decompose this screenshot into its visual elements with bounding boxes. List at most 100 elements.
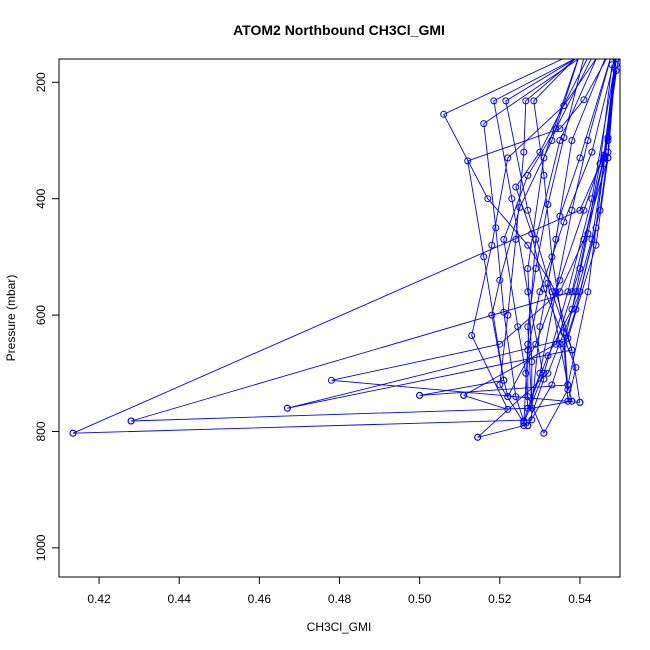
- y-axis-label: Pressure (mbar): [4, 275, 18, 362]
- data-point: [490, 97, 498, 105]
- data-point: [597, 39, 603, 45]
- y-tick-label: 1000: [34, 534, 48, 561]
- data-point: [584, 230, 592, 238]
- series-line-10: [331, 59, 617, 403]
- data-point: [514, 323, 522, 331]
- data-point: [548, 381, 556, 389]
- data-point: [609, 50, 615, 56]
- data-point: [601, 39, 607, 45]
- data-point: [560, 340, 568, 348]
- series-line-26: [547, 59, 611, 402]
- series-line-27: [515, 59, 588, 402]
- data-point: [601, 39, 607, 45]
- data-point: [464, 157, 472, 165]
- data-point: [564, 288, 572, 296]
- data-point: [544, 352, 552, 360]
- data-point: [524, 265, 532, 272]
- y-tick-label: 800: [34, 421, 48, 441]
- data-point: [581, 39, 587, 45]
- data-point: [500, 235, 508, 243]
- data-point: [568, 397, 576, 405]
- data-point: [528, 404, 536, 412]
- data-point: [597, 39, 603, 45]
- plot-area: [69, 39, 623, 441]
- data-point: [520, 148, 528, 156]
- data-point: [524, 288, 532, 296]
- data-point: [605, 39, 611, 45]
- series-line-9: [443, 59, 581, 403]
- data-point: [544, 279, 552, 287]
- data-point: [512, 393, 520, 401]
- series-line-23: [491, 59, 579, 397]
- data-point: [581, 39, 587, 45]
- data-point: [528, 230, 536, 238]
- data-point: [127, 417, 135, 425]
- data-point: [544, 369, 552, 377]
- data-point: [552, 288, 560, 296]
- data-point: [530, 97, 538, 105]
- data-point: [604, 134, 612, 142]
- data-point: [283, 404, 291, 412]
- data-point: [588, 195, 596, 203]
- data-point: [522, 369, 530, 377]
- series-line-16: [523, 59, 611, 422]
- data-point: [496, 276, 504, 284]
- data-point: [613, 39, 619, 45]
- series-line-13: [463, 59, 597, 411]
- data-point: [592, 241, 600, 249]
- x-axis: 0.42 0.44 0.46 0.48 0.50 0.52 0.54: [87, 576, 592, 606]
- data-point: [524, 171, 532, 179]
- series-line-15: [483, 59, 580, 422]
- data-point: [556, 340, 564, 348]
- data-point: [540, 429, 548, 437]
- series-line-30: [527, 70, 617, 409]
- x-tick-label: 0.52: [488, 592, 512, 606]
- data-point: [508, 195, 516, 203]
- x-axis-label: CH3Cl_GMI: [307, 620, 372, 634]
- data-point: [328, 376, 335, 384]
- series-line-25: [527, 59, 584, 409]
- data-point: [540, 154, 548, 162]
- data-point: [556, 125, 564, 133]
- x-tick-label: 0.54: [568, 592, 592, 606]
- data-point: [589, 39, 595, 45]
- data-point: [613, 44, 619, 50]
- data-point: [588, 148, 596, 156]
- data-point: [460, 391, 468, 399]
- series-line-19: [499, 59, 577, 424]
- data-point: [540, 285, 548, 293]
- data-point: [492, 224, 500, 232]
- x-tick-label: 0.48: [328, 592, 352, 606]
- chart-title: ATOM2 Northbound CH3Cl_GMI: [233, 22, 445, 38]
- x-tick-label: 0.50: [408, 592, 432, 606]
- data-point: [576, 206, 584, 214]
- series-line-4: [72, 59, 616, 434]
- y-tick-label: 200: [34, 72, 48, 92]
- data-point: [504, 154, 512, 162]
- data-point: [617, 44, 623, 50]
- data-point: [564, 381, 572, 389]
- data-point: [502, 97, 510, 105]
- y-tick-label: 600: [34, 305, 48, 325]
- data-point: [613, 39, 619, 45]
- data-point: [560, 134, 568, 142]
- data-point: [524, 346, 532, 354]
- data-point: [613, 50, 619, 56]
- data-point: [588, 235, 596, 243]
- data-point: [504, 311, 512, 319]
- data-point: [548, 288, 556, 296]
- x-tick-label: 0.46: [248, 592, 272, 606]
- data-point: [468, 332, 476, 339]
- data-point: [474, 433, 482, 441]
- data-point: [585, 39, 591, 45]
- data-point: [568, 137, 576, 144]
- data-point: [556, 212, 564, 220]
- data-point: [593, 39, 599, 45]
- series-line-5: [131, 59, 606, 422]
- series-line-29: [503, 59, 592, 409]
- data-point: [580, 206, 588, 214]
- data-point: [488, 241, 496, 249]
- series-line-17: [493, 59, 576, 426]
- data-point: [504, 405, 512, 413]
